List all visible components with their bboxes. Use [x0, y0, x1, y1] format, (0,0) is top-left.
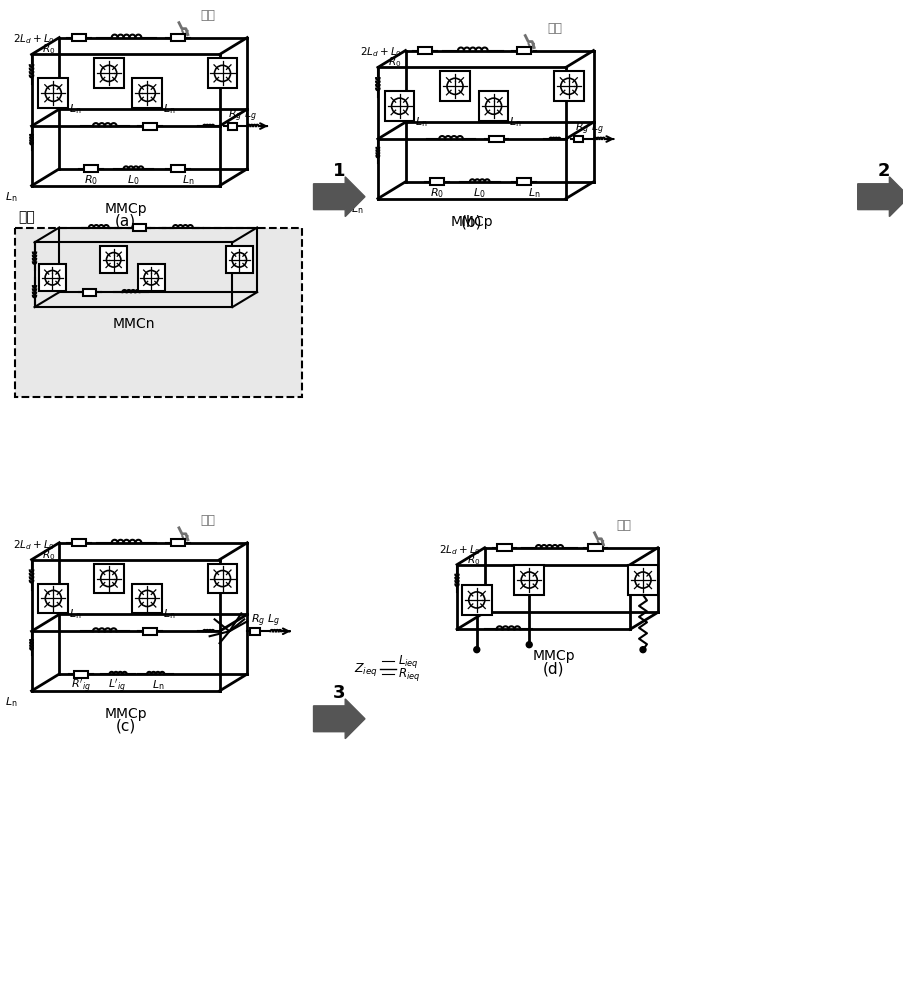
Bar [517, 178, 532, 185]
Bar [554, 71, 583, 101]
Bar [250, 628, 260, 635]
Bar [478, 91, 508, 121]
Text: $L_{ieq}$: $L_{ieq}$ [398, 653, 419, 670]
Text: MMCp: MMCp [104, 707, 147, 721]
Text: $R_0$: $R_0$ [42, 548, 55, 562]
Bar [83, 289, 96, 296]
Text: $2L_d+L_0$: $2L_d+L_0$ [360, 46, 401, 59]
Text: $R_0$: $R_0$ [389, 56, 401, 69]
Text: $R'_{ig}$: $R'_{ig}$ [71, 678, 91, 695]
Text: (c): (c) [115, 719, 136, 734]
Text: $L_\mathrm{n}$: $L_\mathrm{n}$ [163, 607, 176, 621]
Bar [207, 564, 237, 593]
Circle shape [474, 647, 480, 653]
Text: $R_0$: $R_0$ [42, 43, 55, 56]
Text: 故障: 故障 [547, 22, 562, 35]
Text: $L_0$: $L_0$ [474, 186, 486, 200]
Bar [385, 91, 414, 121]
Text: $L_g$: $L_g$ [267, 613, 280, 629]
Text: $L'_{ig}$: $L'_{ig}$ [109, 678, 127, 695]
Text: $2L_d+L_0$: $2L_d+L_0$ [14, 538, 55, 552]
Bar [132, 584, 162, 613]
Text: $L_\mathrm{n}$: $L_\mathrm{n}$ [152, 678, 165, 692]
Bar [171, 165, 185, 172]
Bar [94, 564, 123, 593]
Text: MMCn: MMCn [112, 317, 155, 331]
Circle shape [640, 647, 646, 653]
Text: $L_\mathrm{n}$: $L_\mathrm{n}$ [5, 190, 18, 204]
Text: $L_0$: $L_0$ [127, 173, 140, 187]
Text: $L_g$: $L_g$ [591, 121, 603, 137]
Bar [83, 165, 98, 172]
Text: $L_g$: $L_g$ [245, 108, 257, 124]
Text: 故障: 故障 [616, 519, 631, 532]
Bar [143, 123, 158, 130]
Text: MMCp: MMCp [532, 649, 574, 663]
Text: $L_\mathrm{n}$: $L_\mathrm{n}$ [69, 607, 82, 621]
Bar [573, 136, 583, 142]
Text: (b): (b) [461, 215, 483, 230]
Text: 忽略: 忽略 [19, 211, 35, 225]
Bar [462, 585, 492, 615]
Bar [133, 224, 146, 231]
Polygon shape [313, 699, 365, 739]
Text: 1: 1 [333, 162, 345, 180]
Bar [171, 539, 185, 546]
Bar [517, 47, 532, 54]
Text: $L_\mathrm{n}$: $L_\mathrm{n}$ [352, 203, 364, 216]
Bar [38, 78, 68, 108]
Text: $R_0$: $R_0$ [467, 553, 481, 567]
Bar [515, 565, 545, 595]
Text: MMCp: MMCp [450, 215, 493, 229]
Text: $L_\mathrm{n}$: $L_\mathrm{n}$ [5, 695, 18, 709]
Bar [72, 539, 86, 546]
Text: $R_0$: $R_0$ [430, 186, 444, 200]
Bar [588, 544, 602, 551]
Bar [489, 136, 504, 142]
Bar [227, 123, 237, 130]
Bar [497, 544, 512, 551]
Bar [143, 628, 158, 635]
Text: $R_g$: $R_g$ [251, 613, 265, 629]
Text: $Z_{ieq}$: $Z_{ieq}$ [354, 661, 378, 678]
Text: $L_\mathrm{n}$: $L_\mathrm{n}$ [181, 173, 194, 187]
Text: (a): (a) [115, 214, 136, 229]
Bar [101, 246, 127, 273]
Polygon shape [858, 177, 906, 217]
Bar [440, 71, 470, 101]
Text: $L_\mathrm{n}$: $L_\mathrm{n}$ [528, 186, 541, 200]
Bar [430, 178, 444, 185]
Bar [74, 671, 88, 678]
Text: $2L_d+L_0$: $2L_d+L_0$ [14, 33, 55, 46]
Bar [94, 58, 123, 88]
Circle shape [526, 642, 532, 648]
Bar [38, 584, 68, 613]
Text: $L_\mathrm{n}$: $L_\mathrm{n}$ [69, 102, 82, 116]
Bar [14, 228, 302, 397]
Bar [207, 58, 237, 88]
Bar [171, 34, 185, 41]
Bar [628, 565, 658, 595]
Text: $L_\mathrm{n}$: $L_\mathrm{n}$ [509, 115, 522, 129]
Bar [132, 78, 162, 108]
Text: 故障: 故障 [201, 9, 216, 22]
Bar [419, 47, 432, 54]
Text: $R_g$: $R_g$ [574, 121, 589, 137]
Text: 2: 2 [877, 162, 890, 180]
Text: 3: 3 [333, 684, 345, 702]
Text: $L_\mathrm{n}$: $L_\mathrm{n}$ [163, 102, 176, 116]
Text: $L_\mathrm{n}$: $L_\mathrm{n}$ [416, 115, 428, 129]
Text: $R_0$: $R_0$ [84, 173, 98, 187]
Bar [138, 264, 165, 291]
Bar [72, 34, 86, 41]
Text: $R_{ieq}$: $R_{ieq}$ [398, 666, 420, 683]
Text: $2L_d+L_0$: $2L_d+L_0$ [439, 543, 481, 557]
Text: $R_g$: $R_g$ [228, 108, 243, 124]
Bar [39, 264, 65, 291]
Bar [226, 246, 253, 273]
Text: (d): (d) [543, 661, 564, 676]
Polygon shape [313, 177, 365, 217]
Text: MMCp: MMCp [104, 202, 147, 216]
Text: 故障: 故障 [201, 514, 216, 527]
